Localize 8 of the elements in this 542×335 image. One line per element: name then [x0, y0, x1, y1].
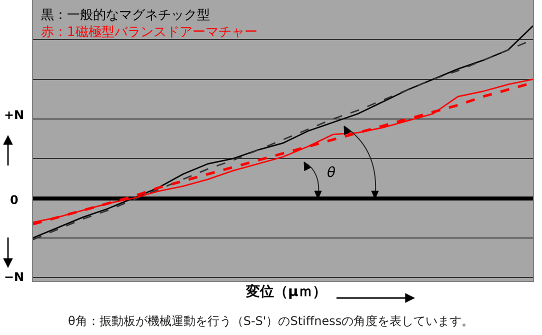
text: 0	[10, 193, 18, 207]
text: 黒：一般的なマグネチック型	[41, 8, 210, 23]
text: +N	[4, 108, 24, 122]
text: −N	[4, 270, 24, 284]
text: θ角：振動板が機械運動を行う（S-S'）のStiffnessの角度を表しています。	[68, 314, 474, 328]
annotation: θ	[327, 165, 336, 181]
x-axis-title: 変位（μｍ）	[245, 283, 326, 300]
annotation: 赤：1磁極型バランスドアーマチャー	[41, 25, 258, 40]
